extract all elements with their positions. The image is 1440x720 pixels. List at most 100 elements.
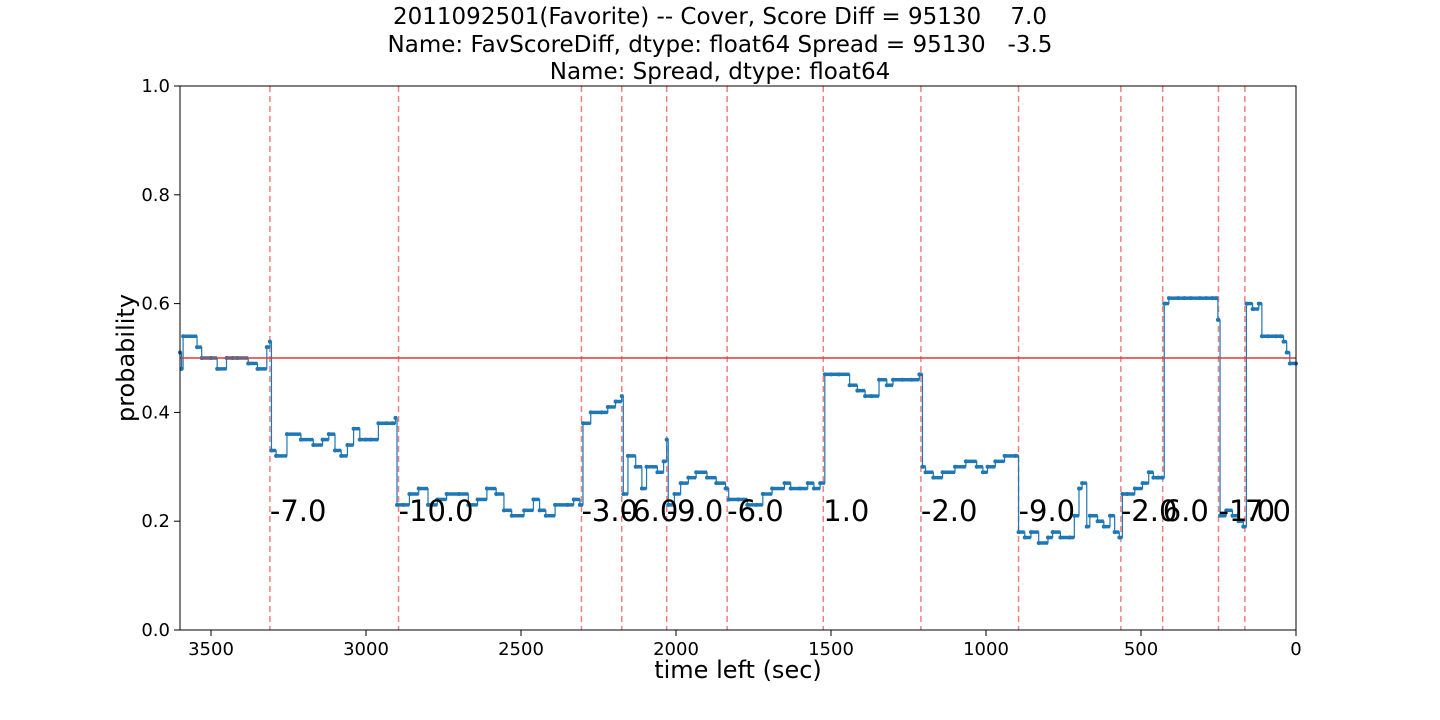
data-point xyxy=(416,486,421,491)
x-tick-label: 3000 xyxy=(343,639,389,660)
data-point xyxy=(798,486,802,491)
data-point xyxy=(1160,475,1165,480)
plot-frame xyxy=(179,85,1297,631)
data-point xyxy=(619,394,624,399)
data-point xyxy=(1241,524,1246,529)
data-point xyxy=(633,464,638,469)
data-point xyxy=(884,383,889,388)
data-point xyxy=(531,497,536,502)
data-point xyxy=(357,437,362,442)
y-tick-label: 0.4 xyxy=(141,402,170,423)
chart-title-line-2: Name: FavScoreDiff, dtype: float64 Sprea… xyxy=(387,32,1053,58)
data-point xyxy=(581,421,585,426)
data-point xyxy=(661,459,666,464)
data-point xyxy=(953,464,957,469)
score-change-label: -9.0 xyxy=(1019,494,1076,528)
score-change-label: 7.0 xyxy=(1245,494,1291,528)
data-point xyxy=(672,492,677,496)
data-point xyxy=(694,470,699,475)
data-point xyxy=(1230,513,1235,518)
data-point xyxy=(390,421,395,426)
data-point xyxy=(339,453,344,458)
data-point xyxy=(974,464,979,469)
data-point xyxy=(714,481,719,486)
data-point xyxy=(705,475,709,480)
score-change-label: 6.0 xyxy=(1163,494,1209,528)
data-point xyxy=(1108,513,1112,518)
data-point xyxy=(1281,339,1286,344)
data-point xyxy=(1016,530,1021,535)
data-point xyxy=(264,345,269,350)
x-tick-label: 1000 xyxy=(963,639,1009,660)
data-point xyxy=(963,459,968,464)
data-point xyxy=(980,470,985,475)
data-point xyxy=(736,497,740,502)
data-point xyxy=(311,443,316,448)
y-axis-ticks: 0.0 0.2 0.4 0.6 0.8 1.0 xyxy=(141,76,180,641)
chart-title-line-3: Name: Spread, dtype: float64 xyxy=(549,59,891,85)
data-point xyxy=(1117,535,1122,540)
x-tick-label: 1500 xyxy=(808,639,854,660)
data-point xyxy=(869,394,874,399)
data-point xyxy=(215,366,220,371)
data-point xyxy=(1058,535,1063,540)
x-axis-label: time left (sec) xyxy=(654,656,822,684)
data-point xyxy=(1224,508,1229,513)
data-point xyxy=(1095,519,1100,524)
data-point xyxy=(829,372,833,377)
y-tick-label: 1.0 xyxy=(141,76,170,97)
data-point xyxy=(1146,470,1151,475)
data-point xyxy=(368,437,373,442)
score-change-label: 1.0 xyxy=(823,494,869,528)
data-point xyxy=(920,464,925,469)
y-tick-label: 0.6 xyxy=(141,294,170,315)
data-point xyxy=(255,366,260,371)
data-point xyxy=(181,334,186,339)
x-axis-ticks: 3500 3000 2500 2000 1500 1000 500 0 xyxy=(188,630,1302,660)
score-change-label: -1.0 xyxy=(1219,494,1276,528)
data-point xyxy=(664,437,669,442)
data-point xyxy=(754,502,759,507)
data-point xyxy=(393,415,398,420)
data-point xyxy=(1140,481,1145,486)
data-point xyxy=(1036,540,1041,545)
y-tick-label: 0.0 xyxy=(141,620,170,641)
data-point xyxy=(1218,513,1223,518)
data-point xyxy=(195,345,200,350)
data-point xyxy=(1250,307,1255,312)
data-point xyxy=(475,497,480,502)
data-point xyxy=(1176,296,1181,301)
data-point xyxy=(326,432,331,437)
data-point xyxy=(543,513,548,518)
data-point xyxy=(274,453,279,458)
data-point xyxy=(1080,481,1085,486)
data-point xyxy=(1188,296,1193,301)
score-change-label: -3.0 xyxy=(581,494,638,528)
data-point xyxy=(298,437,303,442)
data-point xyxy=(457,492,461,496)
data-point xyxy=(877,377,882,382)
data-point xyxy=(466,502,471,507)
data-point xyxy=(494,492,499,496)
data-point xyxy=(267,339,272,344)
data-point xyxy=(900,377,905,382)
data-point xyxy=(1046,535,1050,540)
data-point xyxy=(782,481,787,486)
data-point xyxy=(909,377,914,382)
score-change-labels: -7.0 -10.0 -3.0-6.0-9.0 -6.0 1.0 -2.0 -9.0 -2.0… xyxy=(270,494,1291,528)
data-point xyxy=(537,508,542,513)
data-point xyxy=(1278,334,1283,339)
data-point xyxy=(509,513,514,518)
data-point xyxy=(863,394,868,399)
data-point xyxy=(1210,296,1215,301)
data-point xyxy=(571,497,576,502)
data-point xyxy=(1287,361,1292,366)
data-point xyxy=(847,383,852,388)
score-change-label: -7.0 xyxy=(270,494,327,528)
data-point xyxy=(655,470,660,475)
data-point xyxy=(1259,334,1264,339)
data-point xyxy=(1162,301,1167,306)
data-point xyxy=(565,502,570,507)
data-point xyxy=(1072,513,1077,518)
data-point xyxy=(1284,350,1289,355)
